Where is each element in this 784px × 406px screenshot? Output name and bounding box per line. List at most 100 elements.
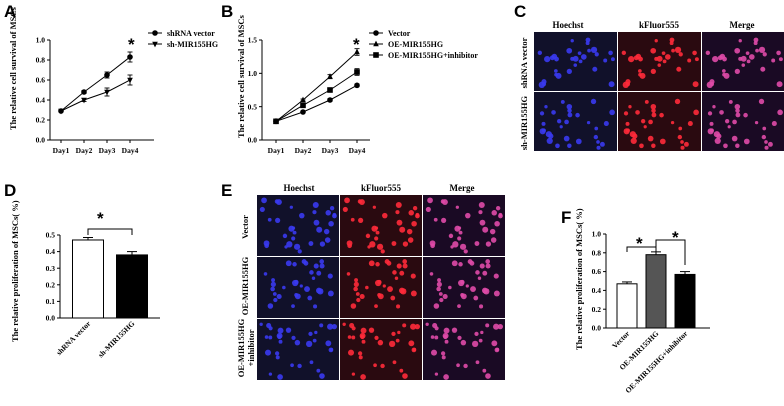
grid-E-cell — [465, 284, 469, 288]
grid-C-cell — [594, 52, 599, 57]
chart-D-ytick-label: 0.2 — [46, 280, 56, 289]
chart-d-significance-star: * — [97, 209, 104, 228]
grid-E-cell — [261, 197, 267, 204]
chart-F-ytick-label: 0.8 — [592, 248, 602, 257]
grid-C-cell — [758, 98, 765, 105]
chart-B-legend-marker — [373, 30, 379, 36]
grid-E-cell — [391, 241, 397, 246]
grid-C-cell — [544, 55, 551, 63]
grid-E-cell — [268, 372, 273, 376]
grid-E-cell — [454, 225, 461, 232]
grid-E-cell — [390, 295, 396, 301]
grid-E-cell — [411, 220, 417, 227]
chart-B-point — [327, 73, 333, 79]
grid-C-cell — [762, 126, 767, 131]
grid-C-cell — [767, 141, 773, 147]
grid-E-cell — [313, 263, 319, 269]
grid-E-cell — [444, 339, 449, 344]
grid-E-cell — [402, 259, 408, 264]
grid-C-cell — [754, 120, 759, 125]
grid-E-cell — [457, 236, 462, 241]
chart-A-point — [127, 54, 133, 60]
grid-E-cell — [475, 360, 480, 365]
grid-E-cell — [267, 303, 274, 309]
grid-E-cell — [259, 206, 265, 212]
grid-C-tile-r1-c2 — [702, 92, 784, 151]
grid-e-header-merge: Merge — [450, 183, 475, 193]
grid-E-cell — [458, 230, 463, 235]
grid-C-cell — [545, 131, 552, 138]
grid-E-cell — [356, 297, 361, 303]
grid-E-cell — [399, 226, 406, 233]
grid-E-cell — [382, 284, 386, 288]
chart-A-ytick-label: 1.0 — [36, 36, 46, 45]
grid-E-cell — [358, 355, 363, 360]
grid-E-cell — [288, 225, 295, 232]
grid-E-cell — [274, 351, 280, 356]
grid-E-cell — [494, 347, 500, 353]
grid-C-cell — [590, 98, 597, 105]
grid-C-cell — [635, 53, 642, 60]
chart-A-legend-marker — [152, 41, 158, 48]
grid-C-cell — [707, 111, 713, 116]
grid-C-cell — [677, 134, 683, 140]
grid-C-cell — [592, 66, 598, 72]
grid-E-cell — [307, 295, 313, 301]
grid-E-cell — [448, 285, 452, 290]
grid-E-cell — [308, 331, 313, 337]
grid-C-cell — [724, 119, 730, 124]
grid-E-cell — [264, 349, 272, 356]
grid-C-cell — [563, 135, 570, 142]
grid-E-cell — [312, 202, 319, 209]
grid-C-cell — [738, 39, 742, 43]
grid-E-cell — [439, 297, 444, 303]
grid-E-cell — [410, 290, 417, 297]
grid-E-cell — [291, 236, 296, 241]
grid-E-cell — [311, 276, 316, 280]
grid-c-header-hoechst: Hoechst — [553, 20, 584, 30]
grid-C-cell — [713, 131, 720, 138]
grid-E-cell — [297, 363, 302, 369]
grid-E-cell — [402, 241, 409, 247]
grid-C-cell — [740, 55, 747, 62]
grid-C-cell — [669, 37, 675, 43]
chart-A-ytick-label: 0.2 — [36, 116, 46, 125]
grid-E-cell — [437, 278, 442, 283]
chart-d: The relative proliferation of MSCs( %) *… — [10, 200, 160, 359]
grid-e-row-label-oe-inhibitor-line2: +inhibitor — [246, 329, 256, 366]
chart-B-point — [300, 102, 306, 109]
chart-D-ytick-label: 0.4 — [46, 247, 56, 256]
grid-E-cell — [387, 286, 393, 293]
chart-F-ytick-label: 0.6 — [592, 267, 602, 276]
grid-E-cell — [475, 270, 480, 275]
grid-E-cell — [277, 374, 283, 380]
grid-E-cell — [319, 373, 325, 379]
grid-C-cell — [603, 58, 608, 63]
chart-B-ytick-label: 1.5 — [248, 36, 258, 45]
grid-E-cell — [276, 332, 283, 339]
chart-B-point — [273, 118, 279, 125]
grid-E-cell — [456, 363, 460, 368]
grid-E-cell — [407, 237, 414, 243]
grid-E-cell — [442, 332, 449, 339]
grid-E-cell — [392, 270, 397, 275]
grid-E-cell — [377, 279, 382, 285]
grid-C-cell — [735, 143, 740, 148]
chart-A-point — [81, 97, 87, 104]
grid-E-cell — [485, 241, 492, 247]
grid-C-cell — [654, 56, 659, 61]
chart-F-bar-0 — [616, 283, 638, 329]
grid-E-cell — [396, 219, 403, 226]
grid-E-cell — [491, 340, 498, 347]
grid-C-cell — [564, 119, 569, 125]
grid-C-cell — [544, 105, 548, 109]
grid-C-cell — [567, 143, 572, 148]
chart-A-point — [58, 108, 64, 115]
grid-E-cell — [350, 303, 357, 309]
grid-C-cell — [755, 48, 759, 53]
chart-a: The relative cell survival of MSCs * shR… — [8, 6, 218, 155]
grid-C-cell — [625, 128, 630, 133]
grid-c-row-label-sh-mir155hg: sh-MIR155HG — [519, 95, 529, 150]
grid-C-cell — [581, 54, 587, 60]
grid-E-cell — [425, 322, 429, 326]
